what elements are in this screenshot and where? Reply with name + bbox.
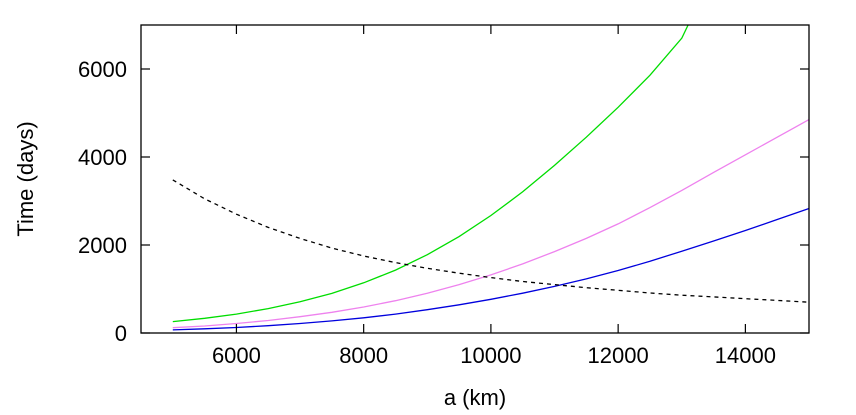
y-tick-label: 6000 bbox=[78, 57, 127, 82]
x-tick-label: 8000 bbox=[339, 343, 388, 368]
x-tick-label: 12000 bbox=[588, 343, 649, 368]
y-axis-label: Time (days) bbox=[13, 121, 38, 236]
ticks-layer: 6000 8000 10000 12000 14000 0 2000 4000 6000 bbox=[78, 25, 809, 368]
y-tick-label: 2000 bbox=[78, 233, 127, 258]
x-axis-label: a (km) bbox=[444, 385, 506, 410]
series-line-2 bbox=[172, 119, 810, 329]
series-layer bbox=[172, 24, 810, 331]
plot-frame bbox=[140, 24, 810, 334]
y-tick-label: 4000 bbox=[78, 145, 127, 170]
x-tick-label: 14000 bbox=[715, 343, 776, 368]
x-tick-label: 10000 bbox=[460, 343, 521, 368]
x-tick-label: 6000 bbox=[212, 343, 261, 368]
series-line-3 bbox=[172, 207, 810, 331]
series-line-1 bbox=[172, 24, 689, 323]
y-tick-label: 0 bbox=[115, 321, 127, 346]
